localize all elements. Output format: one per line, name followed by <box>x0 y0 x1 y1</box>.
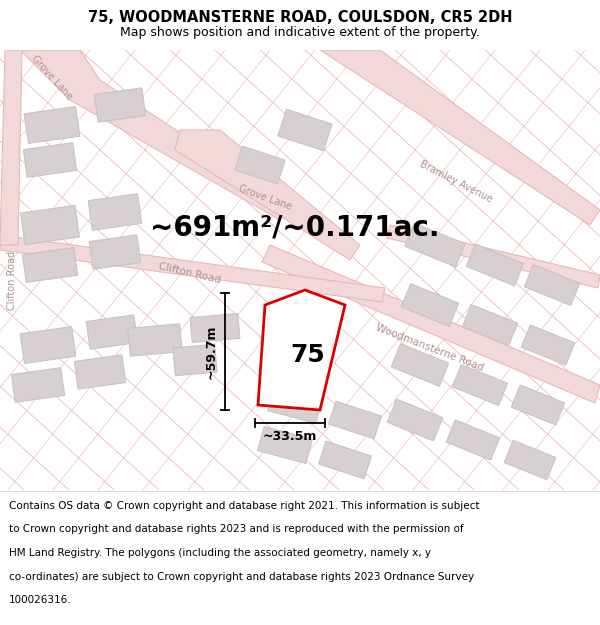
Polygon shape <box>20 50 290 220</box>
Polygon shape <box>86 315 138 349</box>
Text: ~59.7m: ~59.7m <box>205 324 218 379</box>
Text: 100026316.: 100026316. <box>9 595 71 605</box>
Polygon shape <box>23 142 77 177</box>
Polygon shape <box>20 206 79 244</box>
Polygon shape <box>387 399 443 441</box>
Polygon shape <box>89 235 141 269</box>
Polygon shape <box>128 324 182 356</box>
Polygon shape <box>74 355 126 389</box>
Polygon shape <box>235 146 285 184</box>
Text: Contains OS data © Crown copyright and database right 2021. This information is : Contains OS data © Crown copyright and d… <box>9 501 479 511</box>
Polygon shape <box>22 248 77 282</box>
Text: co-ordinates) are subject to Crown copyright and database rights 2023 Ordnance S: co-ordinates) are subject to Crown copyr… <box>9 572 474 582</box>
Text: Woodmansterne Road: Woodmansterne Road <box>375 322 485 373</box>
Polygon shape <box>524 264 580 306</box>
Polygon shape <box>0 235 385 302</box>
Polygon shape <box>268 386 322 424</box>
Text: HM Land Registry. The polygons (including the associated geometry, namely x, y: HM Land Registry. The polygons (includin… <box>9 548 431 558</box>
Polygon shape <box>401 284 459 326</box>
Text: 75: 75 <box>290 343 325 367</box>
Polygon shape <box>20 326 76 364</box>
Polygon shape <box>405 223 465 267</box>
Polygon shape <box>320 50 600 225</box>
Text: Clifton Road: Clifton Road <box>158 261 222 285</box>
Polygon shape <box>387 225 600 288</box>
Polygon shape <box>11 368 65 402</box>
Polygon shape <box>257 426 313 464</box>
Polygon shape <box>463 304 518 346</box>
Text: ~691m²/~0.171ac.: ~691m²/~0.171ac. <box>150 214 440 242</box>
Text: 75, WOODMANSTERNE ROAD, COULSDON, CR5 2DH: 75, WOODMANSTERNE ROAD, COULSDON, CR5 2D… <box>88 10 512 25</box>
Polygon shape <box>521 325 575 365</box>
Polygon shape <box>511 385 565 425</box>
Text: Map shows position and indicative extent of the property.: Map shows position and indicative extent… <box>120 26 480 39</box>
Polygon shape <box>173 344 217 376</box>
Polygon shape <box>328 401 382 439</box>
Polygon shape <box>88 194 142 231</box>
Text: Bramley Avenue: Bramley Avenue <box>418 159 494 204</box>
Text: Grove Lane: Grove Lane <box>237 184 293 213</box>
Polygon shape <box>190 314 240 342</box>
Polygon shape <box>319 441 371 479</box>
Polygon shape <box>504 440 556 480</box>
Polygon shape <box>0 50 22 245</box>
Polygon shape <box>278 109 332 151</box>
Polygon shape <box>262 245 600 403</box>
Polygon shape <box>175 130 360 260</box>
Text: Clifton Road: Clifton Road <box>7 251 17 309</box>
Polygon shape <box>446 420 500 460</box>
Polygon shape <box>24 106 80 144</box>
Polygon shape <box>391 344 449 386</box>
Polygon shape <box>452 364 508 406</box>
Polygon shape <box>258 290 345 410</box>
Text: ~33.5m: ~33.5m <box>263 429 317 442</box>
Text: Grove Lane: Grove Lane <box>29 54 74 102</box>
Text: to Crown copyright and database rights 2023 and is reproduced with the permissio: to Crown copyright and database rights 2… <box>9 524 464 534</box>
Polygon shape <box>466 244 524 286</box>
Polygon shape <box>94 88 146 122</box>
